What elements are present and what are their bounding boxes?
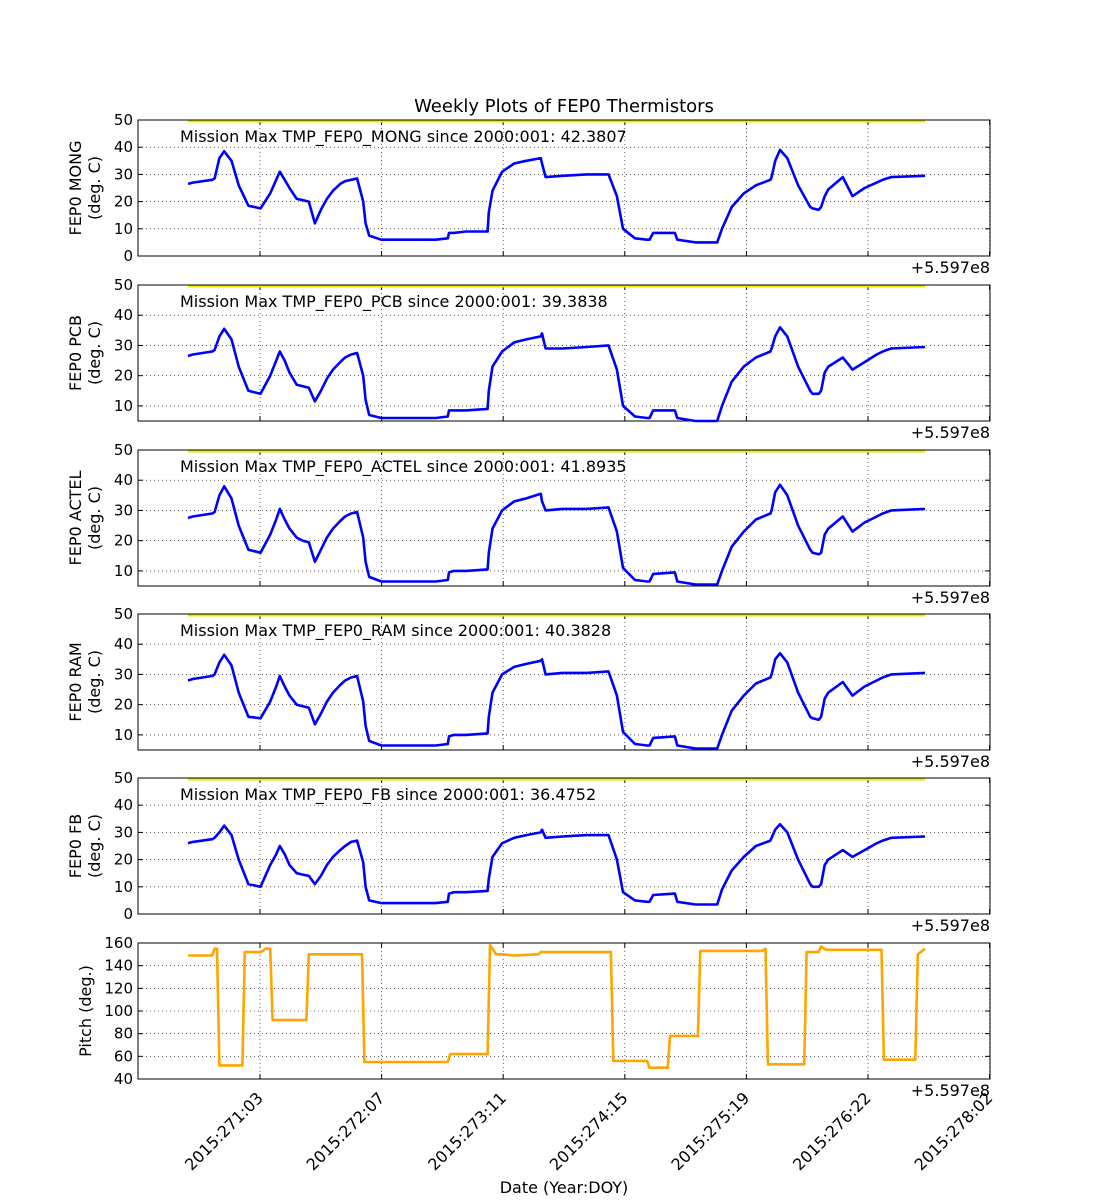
y-axis-label: FEP0 MONG [66, 141, 85, 236]
y-tick-label: 10 [114, 878, 133, 896]
max-annotation: Mission Max TMP_FEP0_PCB since 2000:001:… [180, 292, 608, 312]
y-tick-label: 30 [114, 501, 133, 519]
y-axis-label: (deg. C) [85, 321, 104, 385]
y-axis-label: FEP0 RAM [66, 642, 85, 721]
max-annotation: Mission Max TMP_FEP0_FB since 2000:001: … [180, 785, 596, 805]
y-tick-label: 20 [114, 532, 133, 550]
y-tick-label: 10 [114, 562, 133, 580]
y-tick-label: 10 [114, 220, 133, 238]
series-line [187, 822, 926, 906]
y-tick-label: 40 [114, 306, 133, 324]
y-tick-label: 50 [114, 111, 133, 129]
series-line [187, 326, 926, 423]
y-tick-label: 20 [114, 193, 133, 211]
x-offset-label: +5.597e8 [911, 588, 990, 607]
y-tick-label: 80 [114, 1025, 133, 1043]
plot-area [137, 449, 991, 587]
y-tick-label: 50 [114, 605, 133, 623]
y-tick-label: 140 [104, 957, 133, 975]
y-tick-label: 20 [114, 696, 133, 714]
y-tick-label: 30 [114, 336, 133, 354]
y-tick-label: 0 [123, 247, 133, 265]
chart-panel-6: 40 60 80 100 120 140 160 Pitch (deg.) +5.597e8 [76, 934, 991, 1100]
max-annotation: Mission Max TMP_FEP0_MONG since 2000:001… [180, 127, 627, 147]
y-axis-label: FEP0 FB [66, 814, 85, 878]
series-line [187, 148, 926, 244]
plot-area [137, 942, 991, 1080]
y-tick-label: 10 [114, 397, 133, 415]
y-tick-label: 50 [114, 441, 133, 459]
chart-panel-5: 0 10 20 30 40 50 FEP0 FB (deg. C) Mission Max TM… [66, 769, 991, 935]
chart-panel-1: 0 10 20 30 40 50 FEP0 MONG (deg. C) Mission Max … [66, 111, 991, 277]
x-axis-label: Date (Year:DOY) [500, 1178, 629, 1197]
x-offset-label: +5.597e8 [911, 752, 990, 771]
y-tick-label: 10 [114, 726, 133, 744]
chart-panel-2: 10 20 30 40 50 FEP0 PCB (deg. C) Mission Max TM… [66, 276, 991, 442]
series-line [187, 483, 926, 586]
y-tick-label: 120 [104, 979, 133, 997]
series-line [188, 944, 926, 1069]
x-offset-label: +5.597e8 [911, 423, 990, 442]
y-tick-label: 30 [114, 165, 133, 183]
plot-area [137, 613, 991, 751]
y-axis-label: (deg. C) [85, 650, 104, 714]
y-tick-label: 40 [114, 471, 133, 489]
y-tick-label: 30 [114, 823, 133, 841]
y-tick-label: 0 [123, 905, 133, 923]
x-offset-label: +5.597e8 [911, 916, 990, 935]
y-axis-label: (deg. C) [85, 156, 104, 220]
y-tick-label: 100 [104, 1002, 133, 1020]
y-tick-label: 40 [114, 635, 133, 653]
y-tick-label: 40 [114, 138, 133, 156]
y-tick-label: 60 [114, 1047, 133, 1065]
chart-panel-4: 10 20 30 40 50 FEP0 RAM (deg. C) Mission Max TM… [66, 605, 991, 771]
y-tick-label: 40 [114, 1070, 133, 1088]
y-axis-label: FEP0 ACTEL [66, 470, 85, 565]
x-offset-label: +5.597e8 [911, 1081, 990, 1100]
y-tick-label: 20 [114, 367, 133, 385]
figure-title: Weekly Plots of FEP0 Thermistors [414, 96, 714, 117]
y-axis-label: FEP0 PCB [66, 315, 85, 391]
y-tick-label: 50 [114, 276, 133, 294]
y-tick-label: 30 [114, 665, 133, 683]
y-tick-label: 50 [114, 769, 133, 787]
chart-panel-3: 10 20 30 40 50 FEP0 ACTEL (deg. C) Mission Max … [66, 441, 991, 607]
max-annotation: Mission Max TMP_FEP0_ACTEL since 2000:00… [180, 457, 627, 477]
y-tick-label: 40 [114, 796, 133, 814]
y-axis-label: (deg. C) [85, 486, 104, 550]
y-tick-label: 20 [114, 851, 133, 869]
max-annotation: Mission Max TMP_FEP0_RAM since 2000:001:… [180, 621, 611, 641]
y-tick-label: 160 [104, 934, 133, 952]
y-axis-label: (deg. C) [85, 814, 104, 878]
series-line [187, 652, 926, 750]
y-axis-label: Pitch (deg.) [76, 965, 95, 1057]
x-offset-label: +5.597e8 [911, 258, 990, 277]
